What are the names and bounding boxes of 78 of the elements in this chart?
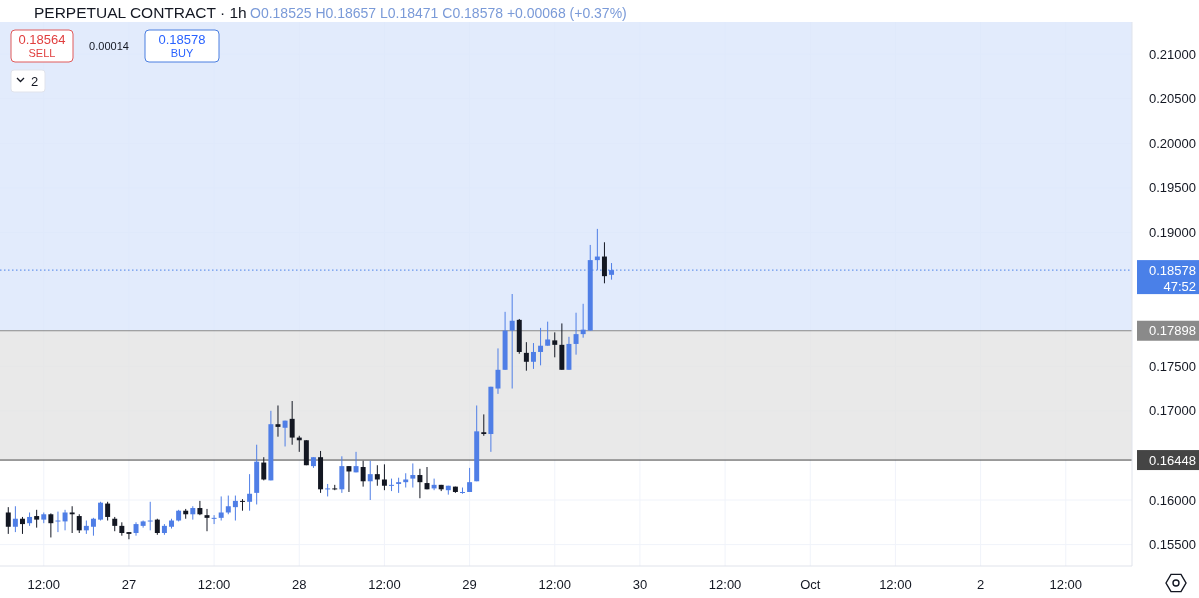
chart-title: PERPETUAL CONTRACT · 1h [34, 4, 247, 21]
ref-line-label: 0.17898 [1149, 323, 1196, 339]
y-tick-label: 0.21000 [1149, 46, 1196, 62]
candlestick [410, 462, 416, 489]
annotation: 2 [31, 74, 39, 89]
annotation: 0.18578 [158, 32, 206, 47]
x-tick-label: 2 [976, 577, 985, 592]
chart-subtitle: O0.18525 H0.18657 L0.18471 C0.18578 +0.00068 (+0.37%) [250, 5, 627, 21]
x-tick-label: 29 [462, 577, 477, 592]
candlestick [211, 514, 217, 525]
x-tick-label: Oct [800, 577, 821, 592]
candlestick [275, 404, 281, 438]
y-tick-label: 0.19500 [1149, 180, 1196, 196]
candlestick [76, 513, 82, 534]
y-tick-label: 0.17500 [1149, 358, 1196, 374]
candlestick [545, 321, 551, 347]
candlestick [339, 455, 345, 494]
x-tick-label: 12:00 [538, 577, 572, 592]
candlestick [247, 473, 253, 512]
candlestick [5, 506, 11, 535]
candlestick [69, 505, 75, 534]
candlestick [367, 460, 373, 501]
candlestick [389, 478, 395, 492]
y-tick-label: 0.20000 [1149, 135, 1196, 151]
candlestick [346, 465, 352, 493]
x-tick-label: 30 [632, 577, 648, 592]
candlestick [573, 312, 579, 356]
y-tick-label: 0.15500 [1149, 537, 1196, 553]
y-tick-label: 0.20500 [1149, 91, 1196, 107]
candlestick [374, 464, 380, 487]
x-tick-label: 12:00 [708, 577, 742, 592]
x-tick-label: 12:00 [197, 577, 231, 592]
candlestick [204, 508, 210, 532]
annotation: 0.00014 [89, 40, 129, 52]
candlestick [126, 531, 132, 540]
ref-line-label: 0.18578 [1149, 262, 1196, 278]
candlestick [417, 468, 423, 499]
x-tick-label: 28 [292, 577, 307, 592]
candlestick [552, 331, 558, 358]
candlestick [48, 512, 54, 538]
y-tick-label: 0.19000 [1149, 225, 1196, 241]
candlestick [481, 413, 487, 437]
annotation: 0.18564 [18, 32, 66, 47]
x-tick-label: 12:00 [1049, 577, 1083, 592]
text: 47:52 [1163, 278, 1196, 294]
candlestick [197, 500, 203, 516]
candlestick [523, 341, 529, 372]
candlestick [62, 509, 68, 531]
annotation: SELL [28, 47, 56, 59]
candlestick [360, 460, 366, 488]
candlestick [282, 420, 288, 447]
candlestick [218, 495, 224, 522]
candlestick [289, 400, 295, 446]
candlestick [105, 501, 111, 522]
x-tick-label: 12:00 [879, 577, 912, 592]
candlestick [261, 456, 267, 481]
candlestick [12, 505, 18, 533]
x-tick-label: 27 [121, 577, 137, 592]
candlestick [381, 463, 387, 491]
y-tick-label: 0.16000 [1149, 492, 1196, 508]
candlestick [232, 495, 238, 522]
candlestick [55, 511, 61, 533]
candlestick [98, 501, 104, 522]
ref-line-label: 0.16448 [1149, 452, 1196, 468]
candlestick [509, 293, 515, 390]
candlestick [225, 495, 231, 515]
candlestick [240, 498, 245, 512]
y-tick-label: 0.17000 [1149, 403, 1196, 419]
candlestick [580, 303, 586, 339]
annotation: BUY [170, 47, 194, 59]
candlestick [530, 342, 536, 370]
candlestick [147, 501, 153, 531]
candlestick [325, 483, 331, 497]
candlestick [538, 327, 544, 366]
x-tick-label: 12:00 [27, 577, 61, 592]
x-tick-label: 12:00 [368, 577, 401, 592]
candlestick [467, 467, 473, 493]
candlestick [601, 241, 607, 284]
